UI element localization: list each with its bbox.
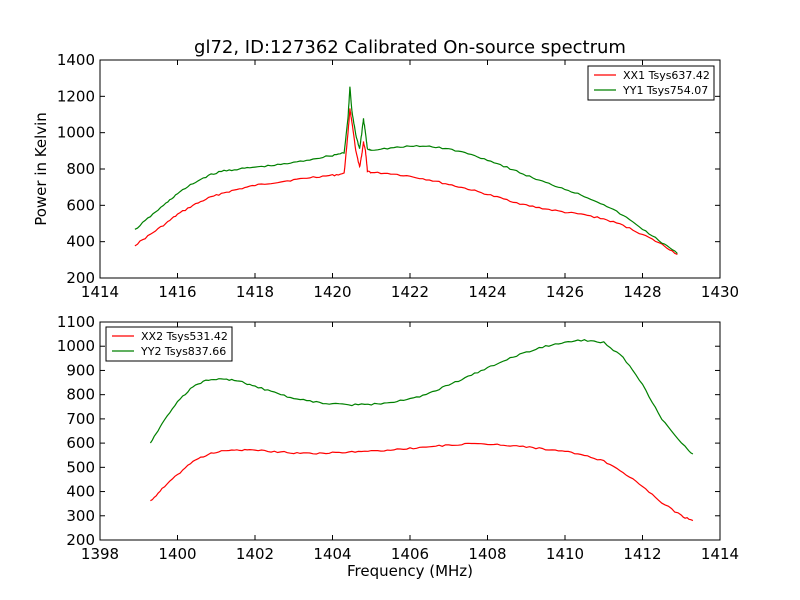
legend-entry: YY1 Tsys754.07 — [622, 84, 708, 97]
series-line-xx — [150, 442, 694, 522]
x-tick-label: 1414 — [701, 545, 739, 563]
x-tick-label: 1406 — [391, 545, 429, 563]
y-tick-label: 800 — [66, 160, 95, 178]
y-tick-label: 400 — [66, 483, 95, 501]
y-tick-label: 500 — [66, 458, 95, 476]
y-tick-label: 900 — [66, 361, 95, 379]
x-tick-label: 1416 — [158, 283, 196, 301]
y-tick-label: 200 — [66, 269, 95, 287]
legend-entry: YY2 Tsys837.66 — [140, 345, 226, 358]
x-tick-label: 1410 — [546, 545, 584, 563]
bottom-plot-area: 1398 1400 1402 1404 1406 1408 1410 1412 1414 200 3… — [57, 313, 739, 563]
legend: XX1 Tsys637.42 YY1 Tsys754.07 — [587, 65, 715, 101]
y-tick-label: 400 — [66, 233, 95, 251]
legend-entry: XX1 Tsys637.42 — [623, 69, 710, 82]
y-tick-label: 600 — [66, 196, 95, 214]
legend-box — [587, 65, 715, 101]
series-line-xx — [134, 108, 678, 255]
x-tick-label: 1430 — [701, 283, 739, 301]
bottom-spectrum-chart: Frequency (MHz) 1398 1400 1402 1404 1406 1408… — [57, 313, 739, 580]
legend-entry: XX2 Tsys531.42 — [141, 330, 228, 343]
y-tick-label: 1100 — [57, 313, 95, 331]
x-axis-label: Frequency (MHz) — [347, 562, 473, 580]
series-line-yy — [149, 339, 694, 455]
y-tick-label: 1000 — [57, 337, 95, 355]
x-tick-label: 1420 — [313, 283, 351, 301]
x-tick-label: 1426 — [546, 283, 584, 301]
y-tick-label: 1400 — [57, 51, 95, 69]
y-tick-label: 1000 — [57, 124, 95, 142]
y-tick-label: 700 — [66, 410, 95, 428]
x-tick-label: 1400 — [158, 545, 196, 563]
x-tick-label: 1404 — [313, 545, 351, 563]
y-tick-label: 300 — [66, 507, 95, 525]
chart-title: gl72, ID:127362 Calibrated On-source spe… — [194, 37, 626, 58]
x-tick-label: 1428 — [623, 283, 661, 301]
y-tick-label: 600 — [66, 434, 95, 452]
legend-box — [105, 326, 233, 362]
y-tick-label: 1200 — [57, 87, 95, 105]
x-tick-label: 1424 — [468, 283, 506, 301]
y-tick-label: 200 — [66, 531, 95, 549]
x-tick-label: 1402 — [236, 545, 274, 563]
x-tick-label: 1414 — [81, 283, 119, 301]
top-plot-area: 1414 1416 1418 1420 1422 1424 1426 1428 1430 200 4… — [57, 51, 739, 301]
x-tick-label: 1422 — [391, 283, 429, 301]
legend: XX2 Tsys531.42 YY2 Tsys837.66 — [105, 326, 233, 362]
series-line-yy — [134, 86, 678, 254]
x-tick-label: 1408 — [468, 545, 506, 563]
y-tick-label: 800 — [66, 386, 95, 404]
x-tick-label: 1412 — [623, 545, 661, 563]
top-spectrum-chart: gl72, ID:127362 Calibrated On-source spe… — [32, 37, 739, 301]
x-tick-label: 1398 — [81, 545, 119, 563]
x-tick-label: 1418 — [236, 283, 274, 301]
y-axis-label: Power in Kelvin — [32, 112, 50, 226]
